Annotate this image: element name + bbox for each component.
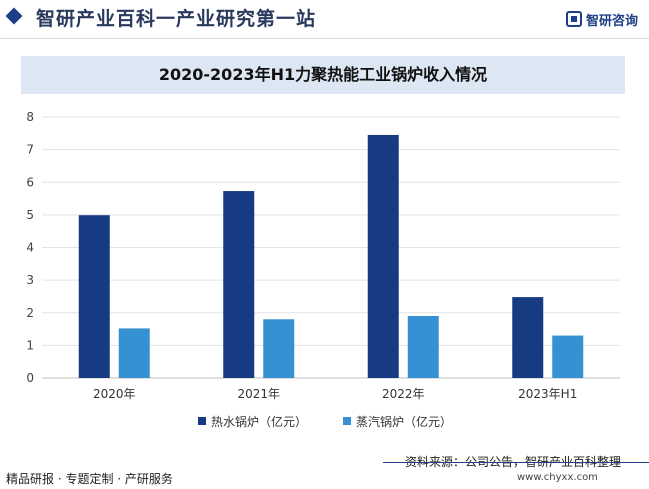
legend-swatch xyxy=(198,417,206,425)
y-tick-label: 7 xyxy=(26,143,34,157)
x-tick-label: 2021年 xyxy=(237,387,280,401)
y-tick-label: 8 xyxy=(26,110,34,124)
footer-url: www.chyxx.com xyxy=(517,472,598,483)
x-tick-label: 2020年 xyxy=(93,387,136,401)
y-tick-label: 6 xyxy=(26,175,34,189)
brand-logo-icon xyxy=(566,11,582,27)
bar-hot-water xyxy=(223,191,255,378)
x-tick-label: 2023年H1 xyxy=(518,387,577,401)
legend-label: 蒸汽锅炉（亿元） xyxy=(356,414,452,429)
y-tick-label: 3 xyxy=(26,273,34,287)
header-divider xyxy=(0,38,649,39)
brand: 智研咨询 xyxy=(566,9,638,29)
footer-tagline: 精品研报 · 专题定制 · 产研服务 xyxy=(6,472,173,486)
y-tick-label: 1 xyxy=(26,338,34,352)
y-tick-label: 5 xyxy=(26,208,34,222)
y-tick-label: 0 xyxy=(26,371,34,385)
y-tick-label: 2 xyxy=(26,306,34,320)
bar-steam xyxy=(407,316,439,378)
brand-name: 智研咨询 xyxy=(586,13,639,29)
site-title: 智研产业百科一产业研究第一站 xyxy=(36,8,317,30)
bar-hot-water xyxy=(78,215,110,378)
header: 智研产业百科一产业研究第一站 智研咨询 xyxy=(0,0,649,38)
bar-steam xyxy=(552,335,584,378)
chart-title-band: 2020-2023年H1力聚热能工业锅炉收入情况 xyxy=(21,56,625,94)
footer-divider xyxy=(383,462,649,463)
y-tick-label: 4 xyxy=(26,241,34,255)
bar-steam xyxy=(263,319,295,378)
bar-hot-water xyxy=(367,134,399,378)
x-tick-label: 2022年 xyxy=(382,387,425,401)
legend-swatch xyxy=(343,417,351,425)
bar-hot-water xyxy=(512,297,544,378)
chart-title: 2020-2023年H1力聚热能工业锅炉收入情况 xyxy=(158,65,488,84)
bar-steam xyxy=(118,328,150,378)
legend-label: 热水锅炉（亿元） xyxy=(211,414,307,429)
